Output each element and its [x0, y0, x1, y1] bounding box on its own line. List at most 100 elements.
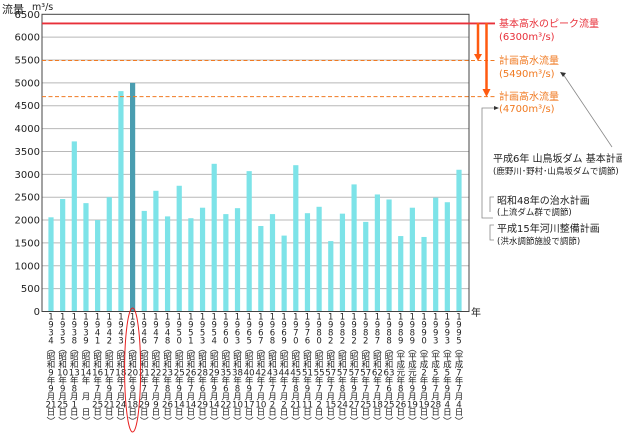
date-char: 年	[140, 376, 149, 387]
year-digit: 1	[281, 313, 286, 323]
date-char: 日	[292, 408, 301, 418]
date-char: 24	[337, 401, 348, 411]
bars	[48, 82, 462, 312]
date-char: 2	[270, 401, 275, 411]
date-char: 月	[350, 393, 359, 403]
date-char: 和	[315, 361, 324, 371]
reduction-arrows	[474, 23, 491, 97]
date-char: 年	[93, 376, 102, 387]
date-char: 日	[455, 408, 464, 418]
note-sub-3: (洪水調節施設で調節)	[497, 236, 580, 247]
year-digit: 1	[130, 313, 135, 323]
year-digit: 9	[72, 321, 77, 331]
year-digit: 6	[142, 337, 147, 347]
year-digit: 4	[95, 329, 100, 339]
date-char: 11	[302, 401, 313, 411]
year-digit: 3	[118, 337, 123, 347]
date-char: 成	[443, 360, 452, 371]
year-digit: 5	[188, 329, 193, 339]
date-char: 7	[456, 369, 461, 379]
year-digit: 9	[153, 321, 158, 331]
date-char: 6	[386, 385, 391, 395]
y-tick-label: 4500	[15, 101, 40, 112]
date-char: 成	[420, 360, 429, 371]
year-digit: 1	[421, 313, 426, 323]
date-char: 日	[140, 408, 149, 418]
date-char: 日	[408, 408, 417, 418]
y-tick-label: 4000	[15, 124, 40, 135]
date-char: 18	[127, 401, 138, 411]
date-char: 57	[337, 369, 348, 379]
year-digit: 1	[305, 313, 310, 323]
year-digit: 1	[48, 313, 53, 323]
date-char: 和	[140, 361, 149, 371]
date-char: 28	[197, 369, 208, 379]
year-digit: 9	[445, 321, 450, 331]
date-char: 和	[327, 361, 336, 371]
date-char: 29	[209, 369, 220, 379]
paren-close	[105, 416, 114, 420]
date-char: 月	[455, 393, 464, 403]
date-char: 元	[396, 369, 405, 379]
paren-open	[384, 349, 394, 353]
ref-label-peak: 基本高水のピーク流量	[499, 17, 599, 30]
date-char: 9	[48, 385, 53, 395]
date-char: 月	[361, 393, 370, 403]
date-char: 35	[220, 369, 231, 379]
note-title-2: 昭和48年の治水計画	[497, 194, 590, 207]
date-char: 9	[211, 385, 216, 395]
year-digit: 1	[340, 313, 345, 323]
year-digit: 4	[107, 329, 112, 339]
paren-close	[268, 416, 277, 420]
ref-label-5490: 計画高水流量	[499, 54, 559, 67]
y-tick-labels: 0 500 1000 1500 2000 2500 3000 3500 4000 4500 5000…	[15, 10, 40, 318]
date-char: 昭	[187, 353, 196, 363]
paren-open	[349, 349, 359, 353]
year-digit: 9	[246, 321, 251, 331]
paren-close	[431, 416, 440, 420]
date-char: 日	[361, 408, 370, 418]
year-digit: 6	[223, 329, 228, 339]
year-digit: 3	[60, 329, 65, 339]
reference-annotations: 基本高水のピーク流量 (6300m³/s) 計画高水流量 (5490m³/s) …	[499, 17, 599, 115]
date-char: 年	[58, 376, 67, 387]
y-tick-label: 2500	[15, 193, 40, 204]
date-char: 年	[315, 376, 324, 387]
paren-close	[361, 416, 371, 420]
date-char: 25	[92, 401, 103, 411]
y-tick-label: 5500	[15, 56, 40, 67]
date-char: 10	[255, 401, 266, 411]
year-digit: 3	[235, 337, 240, 347]
date-char: 成	[408, 360, 417, 371]
date-char: 51	[302, 369, 313, 379]
paren-close	[128, 416, 137, 420]
date-char: 昭	[105, 353, 114, 363]
date-char: 7	[118, 385, 123, 395]
year-digit: 9	[83, 337, 88, 347]
note-title-1: 平成6年 山鳥坂ダム 基本計画	[493, 152, 622, 165]
bar	[281, 235, 287, 312]
year-digit: 5	[177, 329, 182, 339]
date-char: 日	[163, 408, 172, 418]
date-char: 26	[395, 401, 406, 411]
date-char: 和	[292, 361, 301, 371]
y-axis-label-1: 流量	[2, 2, 24, 16]
date-char: 年	[443, 376, 452, 387]
date-char: 43	[267, 369, 278, 379]
paren-close	[338, 416, 347, 420]
date-char: 日	[198, 408, 207, 418]
date-char: 9	[60, 385, 65, 395]
date-char: 27	[349, 401, 360, 411]
paren-close	[186, 416, 196, 420]
date-char: 日	[47, 408, 56, 418]
year-digit: 1	[386, 313, 391, 323]
date-char: 月	[443, 393, 452, 403]
year-digit: 9	[351, 321, 356, 331]
